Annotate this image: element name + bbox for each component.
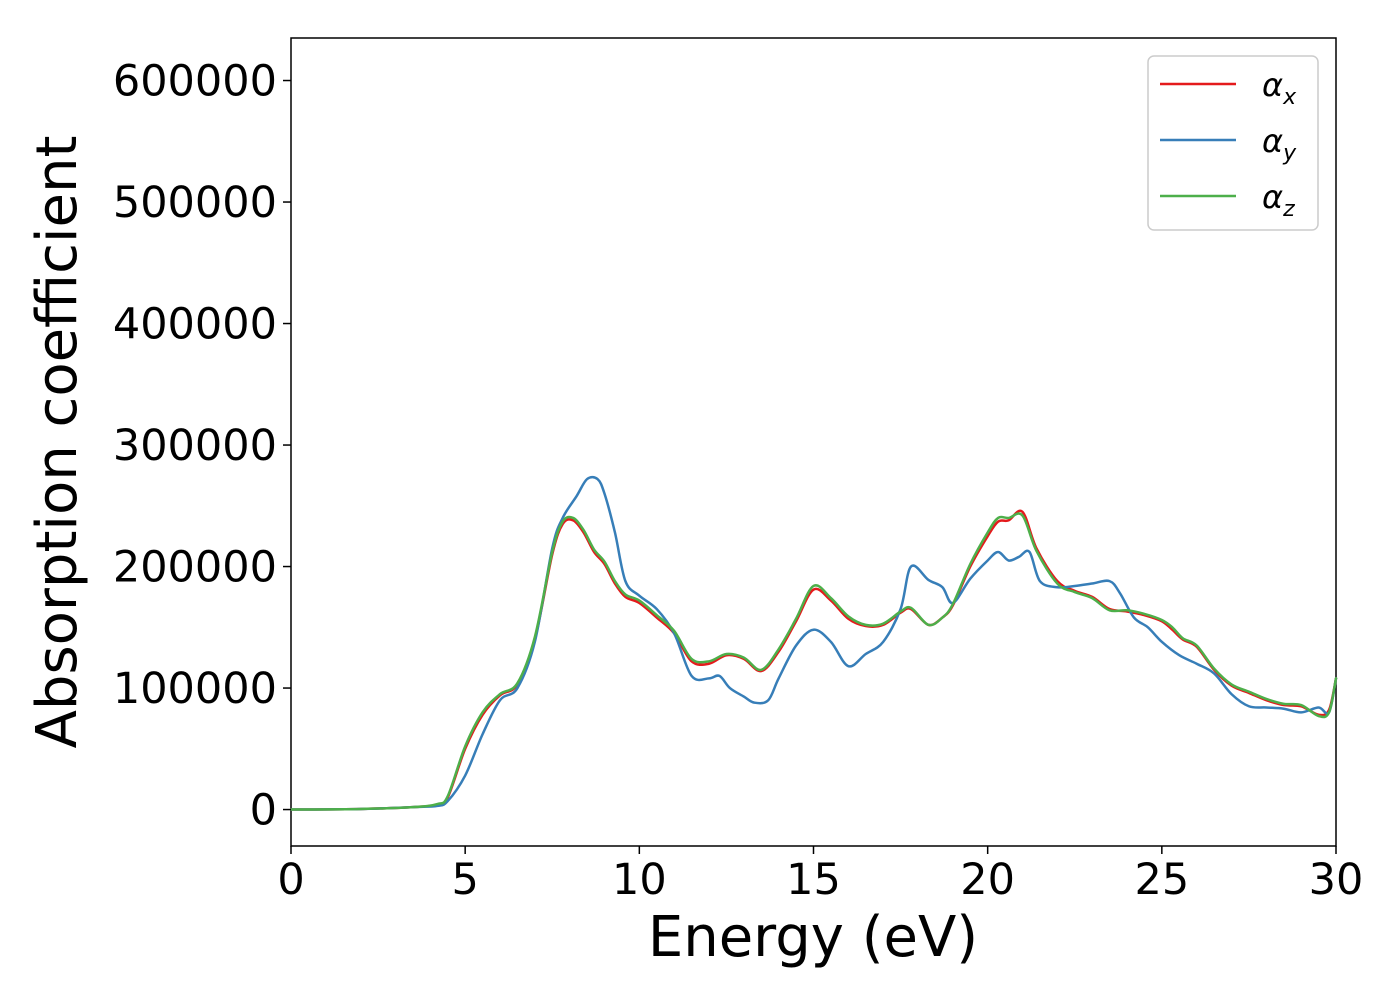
series-line-z — [289, 512, 1338, 811]
legend-label-z: αz — [1262, 178, 1295, 222]
x-tick-label: 10 — [612, 855, 667, 905]
y-axis-title: Absorption coefficient — [25, 136, 90, 749]
y-tick-label: 400000 — [113, 300, 277, 350]
y-tick-label: 500000 — [113, 178, 277, 228]
y-tick-label: 200000 — [113, 543, 277, 593]
y-tick-label: 300000 — [113, 421, 277, 471]
x-tick-label: 15 — [786, 855, 841, 905]
y-tick-label: 0 — [250, 786, 277, 836]
x-tick-label: 5 — [451, 855, 478, 905]
y-tick-label: 600000 — [113, 57, 277, 107]
series-line-x — [289, 509, 1338, 811]
y-axis-ticks: 0 100000 200000 300000 400000 500000 600000 — [113, 57, 291, 836]
x-axis-ticks: 0 5 10 15 20 25 30 — [277, 846, 1363, 905]
x-tick-label: 20 — [960, 855, 1015, 905]
y-tick-label: 100000 — [113, 664, 277, 714]
x-tick-label: 0 — [277, 855, 304, 905]
series-lines — [289, 475, 1338, 811]
x-tick-label: 25 — [1134, 855, 1189, 905]
series-line-y — [289, 475, 1338, 811]
x-axis-title: Energy (eV) — [648, 905, 978, 970]
legend-box — [1147, 55, 1319, 231]
x-tick-label: 30 — [1309, 855, 1364, 905]
